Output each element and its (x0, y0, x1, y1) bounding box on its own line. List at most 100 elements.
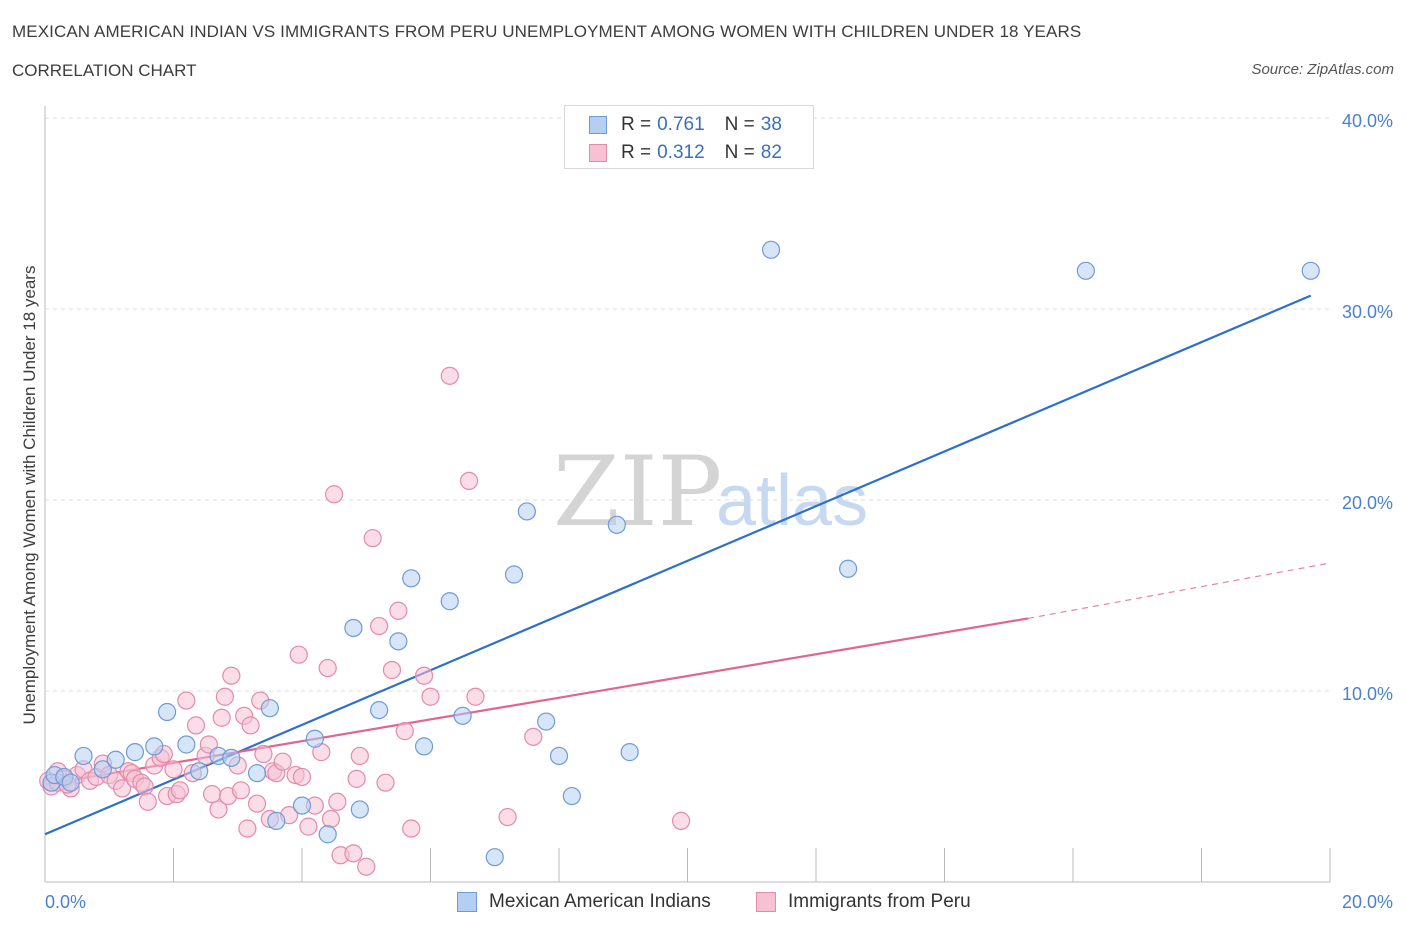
point-mexican-american-indians (93, 760, 112, 779)
point-mexican-american-indians (549, 746, 569, 766)
point-immigrants-from-peru (289, 645, 308, 664)
point-immigrants-from-peru (370, 616, 389, 636)
point-immigrants-from-peru (231, 781, 251, 800)
trend-line-extension (1027, 562, 1331, 620)
y-tick-label: 20.0% (1342, 493, 1393, 513)
point-immigrants-from-peru (202, 785, 222, 804)
point-immigrants-from-peru (440, 366, 459, 385)
y-tick-label: 40.0% (1342, 111, 1393, 131)
point-mexican-american-indians (761, 240, 781, 259)
point-immigrants-from-peru (328, 792, 347, 811)
legend-swatch-blue (589, 116, 607, 134)
source-label: Source: ZipAtlas.com (1251, 61, 1394, 78)
point-mexican-american-indians (485, 848, 504, 867)
x-tick-label: 0.0% (45, 892, 86, 912)
legend-swatch-pink (589, 144, 607, 162)
point-immigrants-from-peru (325, 485, 344, 504)
point-mexican-american-indians (247, 764, 267, 783)
point-immigrants-from-peru (292, 767, 312, 787)
bottom-legend-swatch-blue (457, 892, 477, 912)
point-immigrants-from-peru (376, 773, 395, 792)
point-mexican-american-indians (839, 559, 858, 578)
point-mexican-american-indians (260, 699, 279, 718)
watermark-zip: ZIP (553, 436, 722, 548)
y-tick-label: 30.0% (1342, 302, 1393, 322)
point-immigrants-from-peru (164, 760, 183, 779)
point-immigrants-from-peru (273, 752, 292, 771)
correlation-legend: R = 0.761 N = 38 R = 0.312 N = 82 (564, 105, 814, 169)
point-mexican-american-indians (190, 762, 209, 781)
point-mexican-american-indians (1301, 261, 1320, 280)
y-tick-label: 10.0% (1342, 684, 1393, 704)
point-mexican-american-indians (562, 786, 581, 806)
point-immigrants-from-peru (318, 658, 337, 678)
point-mexican-american-indians (504, 565, 524, 584)
point-immigrants-from-peru (363, 529, 382, 548)
point-mexican-american-indians (414, 737, 434, 756)
point-mexican-american-indians (318, 825, 337, 844)
point-mexican-american-indians (1076, 261, 1095, 280)
bottom-legend-swatch-pink (756, 892, 776, 912)
legend-row-series1: R = 0.761 N = 38 (589, 113, 782, 137)
point-immigrants-from-peru (138, 792, 157, 811)
point-mexican-american-indians (61, 773, 80, 792)
point-immigrants-from-peru (347, 769, 366, 788)
point-mexican-american-indians (222, 748, 241, 767)
point-mexican-american-indians (607, 515, 626, 534)
point-immigrants-from-peru (414, 666, 434, 685)
legend-n-label: N = (724, 114, 755, 135)
point-mexican-american-indians (267, 811, 286, 830)
point-immigrants-from-peru (389, 601, 408, 620)
point-immigrants-from-peru (238, 819, 257, 838)
point-immigrants-from-peru (170, 781, 190, 800)
point-mexican-american-indians (125, 743, 145, 762)
point-mexican-american-indians (305, 729, 324, 748)
legend-r-value: 0.312 (657, 142, 705, 163)
point-immigrants-from-peru (395, 722, 414, 741)
point-mexican-american-indians (74, 746, 93, 766)
legend-n-value: 38 (760, 114, 782, 135)
chart-subtitle: CORRELATION CHART (12, 61, 197, 80)
point-mexican-american-indians (453, 706, 472, 725)
bottom-legend-series1: Mexican American Indians (457, 889, 711, 915)
point-immigrants-from-peru (186, 716, 206, 735)
point-mexican-american-indians (106, 750, 125, 769)
point-mexican-american-indians (344, 618, 363, 638)
point-immigrants-from-peru (247, 794, 267, 813)
point-immigrants-from-peru (402, 819, 421, 838)
point-mexican-american-indians (370, 700, 389, 720)
point-immigrants-from-peru (215, 687, 234, 706)
point-immigrants-from-peru (671, 811, 691, 830)
point-immigrants-from-peru (350, 746, 369, 766)
point-immigrants-from-peru (222, 666, 241, 685)
x-tick-label: 20.0% (1342, 892, 1393, 912)
point-immigrants-from-peru (459, 471, 479, 490)
axis-layer (44, 106, 1331, 883)
point-immigrants-from-peru (498, 807, 517, 827)
point-immigrants-from-peru (466, 687, 485, 706)
point-immigrants-from-peru (241, 716, 260, 735)
point-immigrants-from-peru (357, 857, 376, 876)
point-mexican-american-indians (145, 737, 164, 756)
point-immigrants-from-peru (524, 727, 543, 746)
point-immigrants-from-peru (321, 809, 341, 829)
point-immigrants-from-peru (112, 779, 132, 798)
point-mexican-american-indians (157, 702, 177, 722)
point-immigrants-from-peru (382, 660, 402, 680)
point-mexican-american-indians (389, 632, 408, 651)
point-immigrants-from-peru (344, 844, 363, 863)
bottom-legend-series2: Immigrants from Peru (756, 889, 971, 915)
point-mexican-american-indians (440, 592, 459, 611)
legend-r-label: R = (621, 142, 652, 163)
chart-title: MEXICAN AMERICAN INDIAN VS IMMIGRANTS FR… (12, 22, 1082, 41)
trend-line-blue (44, 294, 1312, 836)
point-immigrants-from-peru (177, 691, 196, 710)
point-immigrants-from-peru (135, 777, 154, 796)
tick-label-layer: 10.0% 20.0% 30.0% 40.0% 0.0% 20.0% (45, 111, 1393, 912)
point-immigrants-from-peru (212, 708, 231, 727)
legend-row-series2: R = 0.312 N = 82 (589, 141, 782, 165)
grid-layer (45, 117, 1332, 692)
watermark-atlas: atlas (716, 461, 868, 541)
point-immigrants-from-peru (421, 687, 440, 706)
